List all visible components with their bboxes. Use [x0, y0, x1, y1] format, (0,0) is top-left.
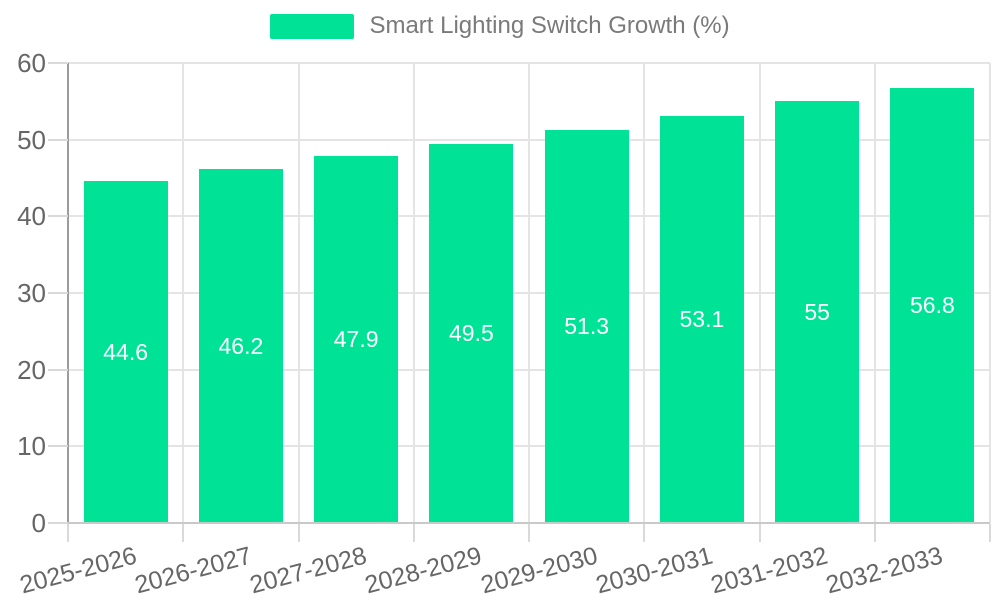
bar-value-label: 44.6: [103, 339, 148, 366]
v-gridline: [873, 63, 876, 523]
v-gridline: [297, 63, 300, 523]
bar-value-label: 47.9: [333, 326, 379, 353]
x-tick-mark: [758, 524, 761, 542]
x-tick-mark: [412, 524, 415, 542]
y-tick-mark: [48, 368, 68, 371]
x-tick-mark: [67, 524, 69, 542]
y-axis-line: [67, 63, 69, 541]
y-tick-mark: [48, 138, 68, 141]
bar: 51.3: [544, 129, 629, 523]
plot-area: 44.6 46.2 47.9 49.5 51.3 53.1 55 56.8: [68, 62, 991, 523]
bar-value-label: 49.5: [448, 320, 494, 347]
bar: 55: [775, 101, 860, 523]
bar: 56.8: [890, 87, 975, 523]
bar-value-label: 51.3: [564, 313, 609, 340]
x-tick-mark: [643, 524, 646, 542]
v-gridline: [989, 63, 991, 523]
y-tick-mark: [48, 522, 68, 524]
y-tick-mark: [48, 445, 68, 448]
y-tick-label: 50: [17, 124, 46, 155]
v-gridline: [412, 63, 415, 523]
bar-value-label: 56.8: [909, 292, 955, 319]
bar: 49.5: [429, 143, 514, 523]
bar-value-label: 53.1: [679, 306, 725, 333]
bar: 46.2: [198, 168, 283, 523]
x-tick-mark: [182, 524, 185, 542]
x-tick-mark: [989, 524, 991, 542]
v-gridline: [643, 63, 646, 523]
x-axis-line: [68, 522, 990, 524]
y-tick-label: 20: [17, 354, 46, 385]
x-tick-mark: [528, 524, 530, 542]
bar: 44.6: [83, 181, 168, 523]
legend-label: Smart Lighting Switch Growth (%): [369, 12, 730, 39]
legend-item[interactable]: Smart Lighting Switch Growth (%): [270, 12, 730, 40]
y-tick-label: 10: [17, 431, 46, 462]
bar: 47.9: [314, 155, 399, 523]
v-gridline: [182, 63, 185, 523]
bar-value-label: 55: [804, 299, 830, 326]
y-tick-label: 40: [17, 201, 46, 232]
y-tick-label: 60: [17, 48, 46, 78]
y-tick-label: 0: [31, 508, 46, 538]
y-tick-label: 30: [17, 278, 46, 308]
v-gridline: [528, 63, 530, 523]
x-tick-mark: [873, 524, 876, 542]
bar-value-label: 46.2: [218, 332, 264, 359]
legend: Smart Lighting Switch Growth (%): [0, 12, 1000, 40]
bar: 53.1: [659, 115, 744, 523]
x-tick-mark: [297, 524, 300, 542]
y-tick-mark: [48, 292, 68, 294]
y-tick-mark: [48, 62, 68, 64]
legend-swatch-icon: [270, 13, 355, 39]
v-gridline: [758, 63, 761, 523]
y-tick-mark: [48, 215, 68, 218]
